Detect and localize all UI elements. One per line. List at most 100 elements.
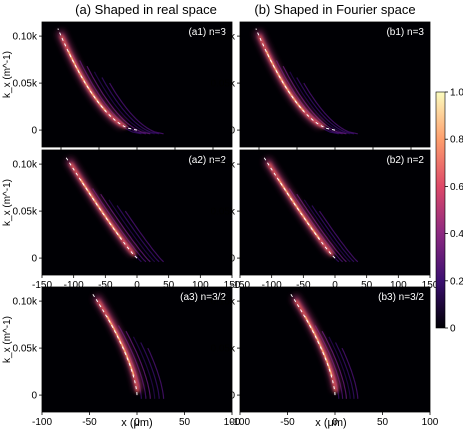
x-tick-label: -50 (296, 280, 311, 291)
x-tick-label: 100 (224, 417, 241, 428)
y-tick-label: 0.05k (211, 344, 236, 355)
x-tick-label: -150 (230, 280, 250, 291)
x-tick-label: -50 (82, 417, 97, 428)
x-tick-label: 0 (332, 280, 338, 291)
fringe (101, 77, 160, 135)
panel-label: (b2) n=2 (386, 155, 424, 166)
trajectory-dashed (57, 28, 138, 131)
fringe (116, 205, 160, 263)
x-tick-label: 0 (134, 417, 140, 428)
fringe (334, 342, 355, 399)
x-tick-label: -100 (230, 417, 250, 428)
x-tick-label: 150 (422, 280, 439, 291)
fringe (92, 188, 147, 263)
panel-a2: (a2) n=2 -150 -100 -50 0 50 100 150 0 0.05k 0.10k (13, 149, 241, 291)
x-tick-label: -50 (98, 280, 113, 291)
colorbar-ticks: 0 0.2 0.4 0.6 0.8 1.0 (445, 88, 463, 335)
colorbar-tick-label: 0.2 (450, 276, 463, 287)
fringe (319, 210, 359, 263)
panel-label: (b1) n=3 (386, 27, 424, 38)
y-tick-label: 0.10k (211, 32, 236, 43)
colorbar-tick-label: 0.8 (450, 135, 463, 146)
x-tick-label: -100 (32, 417, 52, 428)
fringe (109, 82, 164, 135)
y-axis-label: k_x (m^-1) (2, 179, 13, 226)
y-tick-label: 0 (229, 391, 235, 402)
x-tick-label: 100 (390, 280, 407, 291)
y-tick-label: 0.05k (13, 79, 38, 90)
fringe (341, 347, 359, 399)
fringe (296, 193, 347, 263)
fringe (108, 199, 156, 263)
y-tick-label: 0.05k (211, 207, 236, 218)
x-tick-label: -50 (280, 417, 295, 428)
y-tick-label: 0.10k (13, 32, 38, 43)
colorbar: 0 0.2 0.4 0.6 0.8 1.0 (435, 88, 463, 335)
y-tick-label: 0.10k (211, 297, 236, 308)
fringe (328, 336, 351, 399)
x-tick-label: 0 (134, 280, 140, 291)
x-tick-label: 100 (422, 417, 439, 428)
y-tick-label: 0 (229, 254, 235, 265)
y-axis-label: k_x (m^-1) (2, 316, 13, 363)
trajectory-dashed (65, 156, 138, 259)
colorbar-gradient (435, 91, 446, 329)
x-tick-label: 150 (224, 280, 241, 291)
y-tick-label: 0 (229, 126, 235, 137)
colorbar-tick-label: 0 (450, 324, 456, 335)
fringe (93, 71, 155, 135)
fringe (86, 65, 151, 135)
y-tick-label: 0.10k (211, 160, 236, 171)
x-axis-label-a: x (μm) (121, 417, 152, 429)
panel-label: (a2) n=2 (188, 155, 226, 166)
fringe (140, 342, 160, 399)
trajectory-dashed (263, 156, 336, 259)
panel-background (42, 22, 232, 147)
fringe (100, 193, 151, 263)
trajectory-dashed (255, 28, 336, 131)
colorbar-tick-label: 1.0 (450, 88, 463, 99)
column-title-b: (b) Shaped in Fourier space (254, 2, 415, 17)
x-tick-label: -150 (32, 280, 52, 291)
fringe (321, 330, 347, 399)
panel-b2: (b2) n=2 -150 -100 -50 0 50 100 150 0 0.05k 0.10k (211, 149, 439, 291)
y-tick-label: 0 (31, 126, 37, 137)
fringe (311, 205, 355, 263)
y-tick-label: 0 (31, 391, 37, 402)
y-tick-label: 0 (31, 254, 37, 265)
panel-b3: (b3) n=3/2 -100 -50 0 50 100 0 0.05k 0.10k (211, 286, 439, 428)
fringe (117, 325, 147, 399)
fringe (296, 77, 355, 135)
x-axis-label-b: x (μm) (315, 417, 346, 429)
x-tick-label: 50 (377, 417, 389, 428)
column-title-a: (a) Shaped in real space (75, 2, 217, 17)
fringe (147, 347, 165, 399)
panel-label: (a1) n=3 (188, 27, 226, 38)
x-tick-label: 50 (179, 417, 191, 428)
fringe (289, 71, 351, 135)
fringe (125, 330, 151, 399)
y-tick-label: 0.05k (13, 207, 38, 218)
fringe (124, 210, 165, 263)
panel-a3: (a3) n=3/2 -100 -50 0 50 100 0 0.05k 0.10k (13, 286, 241, 428)
x-tick-label: 100 (192, 280, 209, 291)
y-tick-label: 0.10k (13, 297, 38, 308)
x-tick-label: -100 (262, 280, 282, 291)
y-axis-labels: k_x (m^-1) k_x (m^-1) k_x (m^-1) (2, 51, 13, 363)
panel-label: (b3) n=3/2 (378, 292, 424, 303)
panel-label: (a3) n=3/2 (180, 292, 226, 303)
y-axis-label: k_x (m^-1) (2, 51, 13, 98)
x-tick-label: -100 (64, 280, 84, 291)
y-tick-label: 0.10k (13, 160, 38, 171)
fringe (303, 199, 351, 263)
colorbar-tick-label: 0.4 (450, 229, 463, 240)
y-tick-label: 0.05k (13, 344, 38, 355)
fringe (303, 82, 358, 135)
x-tick-label: 50 (361, 280, 373, 291)
y-tick-label: 0.05k (211, 79, 236, 90)
fringe (132, 336, 156, 399)
